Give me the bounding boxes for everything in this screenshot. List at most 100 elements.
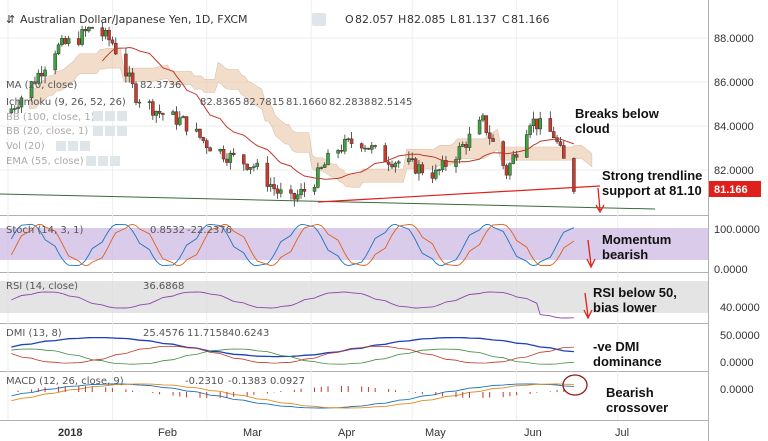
support-trendline bbox=[317, 185, 601, 203]
candle-body bbox=[359, 143, 364, 149]
candle-body bbox=[410, 158, 414, 160]
candle-body bbox=[242, 154, 246, 165]
rsi-line bbox=[11, 291, 574, 319]
stoch-tick-label: 0.0000 bbox=[714, 264, 748, 276]
close-icon[interactable] bbox=[117, 111, 127, 121]
candle-body bbox=[265, 162, 270, 187]
candle-body bbox=[460, 144, 465, 147]
candle-body bbox=[420, 164, 425, 174]
dmi-value: 11.7158 bbox=[187, 328, 228, 339]
candle-body bbox=[457, 146, 462, 160]
candle-body bbox=[137, 101, 142, 104]
indicator-lines bbox=[11, 223, 575, 409]
candle-body bbox=[464, 144, 468, 148]
candle-body bbox=[221, 148, 226, 160]
candle-body bbox=[562, 145, 566, 159]
stoch-tick-label: 100.0000 bbox=[714, 224, 760, 236]
candle-body bbox=[430, 172, 435, 179]
candle-body bbox=[208, 147, 212, 152]
candle-body bbox=[504, 165, 509, 176]
settings-icon[interactable] bbox=[105, 111, 115, 121]
arrow-down-icon bbox=[586, 239, 596, 269]
annotation-momentum: Momentum bearish bbox=[602, 232, 671, 262]
candle-body bbox=[319, 167, 324, 169]
candle-body bbox=[225, 158, 229, 163]
macd-value: -0.1383 bbox=[228, 376, 267, 387]
eye-icon[interactable] bbox=[93, 111, 103, 121]
candle-body bbox=[184, 116, 189, 132]
low-label: L bbox=[450, 13, 457, 26]
candle-body bbox=[434, 169, 438, 179]
candle-body bbox=[390, 164, 394, 168]
candle-body bbox=[413, 158, 418, 174]
close-icon[interactable] bbox=[117, 126, 127, 136]
candle-body bbox=[454, 159, 458, 167]
eye-icon[interactable] bbox=[56, 141, 66, 151]
candle-body bbox=[548, 118, 553, 132]
settings-icon[interactable] bbox=[105, 126, 115, 136]
candle-body bbox=[103, 30, 108, 37]
candle-body bbox=[272, 184, 276, 190]
dmi-value: 25.4576 bbox=[143, 328, 184, 339]
eye-icon[interactable] bbox=[93, 126, 103, 136]
dmi-adx-line bbox=[11, 336, 574, 358]
candle-body bbox=[373, 145, 377, 147]
candle-body bbox=[53, 53, 57, 71]
eye-icon[interactable] bbox=[86, 156, 96, 166]
candle-body bbox=[194, 128, 199, 132]
candle-body bbox=[171, 111, 175, 115]
macd-line bbox=[11, 383, 574, 409]
settings-icon[interactable] bbox=[68, 141, 78, 151]
dmi-tick-label: 0.0000 bbox=[720, 357, 754, 369]
candle-body bbox=[19, 97, 24, 108]
candle-body bbox=[299, 188, 303, 196]
macd-value: 0.0927 bbox=[270, 376, 305, 387]
high-value: 82.085 bbox=[407, 13, 446, 26]
candle-body bbox=[255, 162, 260, 167]
candle-body bbox=[63, 38, 68, 44]
time-label-2018: 2018 bbox=[58, 427, 82, 439]
rsi-value: 36.6868 bbox=[143, 281, 184, 292]
ichimoku-legend-label: Ichimoku (9, 26, 52, 26) bbox=[6, 97, 126, 108]
high-label: H bbox=[398, 13, 406, 26]
candle-body bbox=[245, 163, 249, 170]
candle-body bbox=[292, 193, 297, 200]
candle-body bbox=[484, 115, 489, 134]
annotation-arrows bbox=[562, 187, 605, 396]
candle-body bbox=[130, 72, 135, 85]
close-icon[interactable] bbox=[80, 141, 90, 151]
candle-body bbox=[107, 30, 111, 41]
candle-body bbox=[252, 166, 256, 168]
dmi-label: DMI (13, 8) bbox=[6, 328, 62, 339]
open-value: 82.057 bbox=[355, 13, 394, 26]
candle-body bbox=[110, 39, 115, 44]
candle-body bbox=[538, 118, 542, 130]
candle-body bbox=[508, 163, 512, 176]
candle-body bbox=[174, 111, 179, 125]
eye-icon[interactable] bbox=[312, 13, 326, 26]
candle-body bbox=[326, 152, 330, 166]
candle-body bbox=[127, 72, 132, 77]
bb20-legend-label: BB (20, close, 1) bbox=[6, 126, 88, 137]
subpane-labels: Stoch (14, 3, 1) 0.8532 -22.2376 RSI (14… bbox=[6, 225, 305, 387]
current-price-badge bbox=[709, 181, 761, 197]
time-label: Feb bbox=[158, 427, 177, 439]
stoch-k-line bbox=[11, 223, 575, 267]
candle-body bbox=[134, 83, 138, 103]
candle-body bbox=[551, 131, 556, 138]
vol-legend-label: Vol (20) bbox=[6, 141, 45, 152]
price-tick-label: 86.0000 bbox=[714, 77, 754, 89]
candle-body bbox=[181, 116, 185, 119]
macd-value: -0.2310 bbox=[185, 376, 224, 387]
close-value: 81.166 bbox=[511, 13, 550, 26]
candlesticks bbox=[9, 22, 576, 207]
close-icon[interactable] bbox=[110, 156, 120, 166]
candle-body bbox=[83, 29, 88, 32]
candle-body bbox=[322, 164, 327, 168]
price-tick-label: 82.0000 bbox=[714, 165, 754, 177]
ichimoku-value: 82.5145 bbox=[371, 97, 412, 108]
settings-icon[interactable] bbox=[98, 156, 108, 166]
candle-body bbox=[60, 38, 64, 46]
chart-title: Australian Dollar/Japanese Yen, 1D, FXCM bbox=[20, 13, 248, 26]
